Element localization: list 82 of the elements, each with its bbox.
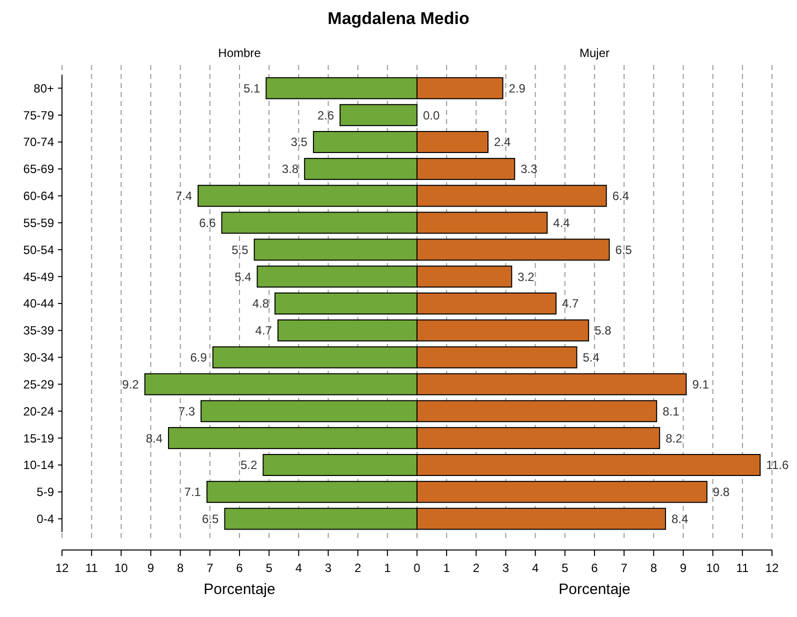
y-tick-label: 75-79 xyxy=(23,108,54,122)
y-tick-label: 0-4 xyxy=(36,512,54,526)
x-tick-label: 5 xyxy=(266,561,273,575)
data-label: 8.1 xyxy=(662,404,680,418)
data-label: 6.5 xyxy=(202,512,220,526)
x-tick-label: 12 xyxy=(765,561,779,575)
x-tick-label: 9 xyxy=(680,561,687,575)
y-tick-label: 25-29 xyxy=(23,377,54,392)
y-tick-label: 35-39 xyxy=(23,324,54,338)
y-tick-label: 5-9 xyxy=(36,485,54,500)
x-tick-label: 5 xyxy=(562,561,569,575)
x-axis-title: Porcentaje xyxy=(204,581,276,598)
y-tick-label: 65-69 xyxy=(23,162,54,176)
data-label: 6.4 xyxy=(612,189,630,204)
data-label: 4.7 xyxy=(562,296,580,311)
x-tick-label: 6 xyxy=(591,561,598,575)
x-tick-label: 8 xyxy=(176,561,184,575)
x-tick-label: 6 xyxy=(236,561,244,575)
y-tick-label: 70-74 xyxy=(23,135,54,150)
y-tick-label: 30-34 xyxy=(23,350,54,365)
x-tick-label: 7 xyxy=(620,561,628,575)
data-label: 11.6 xyxy=(766,458,789,472)
data-label: 5.4 xyxy=(582,350,600,365)
data-label: 9.2 xyxy=(122,377,140,392)
x-tick-label: 3 xyxy=(502,561,510,575)
data-label: 6.6 xyxy=(199,216,216,230)
data-label: 5.1 xyxy=(243,81,260,96)
data-label: 6.5 xyxy=(615,242,632,257)
data-label: 3.5 xyxy=(290,135,308,150)
data-label: 8.2 xyxy=(666,431,683,446)
y-tick-label: 10-14 xyxy=(23,458,54,472)
bar xyxy=(340,104,418,126)
y-tick-label: 40-44 xyxy=(23,296,54,311)
y-tick-label: 45-49 xyxy=(23,270,54,284)
data-label: 5.2 xyxy=(240,458,258,472)
y-tick-label: 55-59 xyxy=(23,216,54,230)
x-tick-label: 10 xyxy=(114,561,128,575)
data-label: 4.8 xyxy=(252,296,270,311)
x-tick-label: 11 xyxy=(736,561,749,575)
data-label: 3.2 xyxy=(518,270,535,284)
x-tick-label: 9 xyxy=(147,561,154,575)
data-label: 4.7 xyxy=(255,324,272,338)
x-tick-label: 10 xyxy=(706,561,720,575)
x-axis-title: Porcentaje xyxy=(558,581,630,598)
data-label: 2.9 xyxy=(508,81,526,96)
data-label: 6.9 xyxy=(190,350,208,365)
data-label: 5.5 xyxy=(232,242,249,257)
data-label: 7.4 xyxy=(175,189,192,204)
data-label: 2.4 xyxy=(494,135,512,150)
x-tick-label: 2 xyxy=(354,561,362,575)
y-tick-label: 80+ xyxy=(34,81,54,96)
chart-subtitle: Mujer xyxy=(579,46,610,60)
y-tick-label: 15-19 xyxy=(23,431,54,446)
data-label: 3.3 xyxy=(520,162,538,176)
x-tick-label: 8 xyxy=(650,561,658,575)
data-label: 0.0 xyxy=(423,108,440,122)
x-tick-label: 1 xyxy=(443,561,450,575)
chart-title: Magdalena Medio xyxy=(328,9,470,28)
y-tick-label: 20-24 xyxy=(23,404,54,418)
data-label: 7.1 xyxy=(184,485,202,500)
x-tick-label: 2 xyxy=(472,561,480,575)
y-tick-label: 50-54 xyxy=(23,242,54,257)
y-tick-label: 60-64 xyxy=(23,189,54,204)
x-tick-label: 4 xyxy=(295,561,302,575)
data-label: 2.6 xyxy=(317,108,334,122)
data-label: 7.3 xyxy=(178,404,196,418)
data-label: 4.4 xyxy=(553,216,570,230)
x-tick-label: 0 xyxy=(414,561,421,575)
x-tick-label: 1 xyxy=(384,561,392,575)
data-label: 5.8 xyxy=(594,324,612,338)
x-tick-label: 7 xyxy=(206,561,214,575)
data-label: 8.4 xyxy=(146,431,163,446)
x-tick-label: 11 xyxy=(85,561,98,575)
x-tick-label: 3 xyxy=(324,561,332,575)
chart-subtitle: Hombre xyxy=(218,46,262,60)
data-label: 9.1 xyxy=(692,377,710,392)
data-label: 9.8 xyxy=(712,485,730,500)
x-tick-label: 4 xyxy=(532,561,539,575)
data-label: 8.4 xyxy=(672,512,689,526)
data-label: 3.8 xyxy=(282,162,299,176)
x-tick-label: 12 xyxy=(55,561,69,575)
data-label: 5.4 xyxy=(234,270,252,284)
